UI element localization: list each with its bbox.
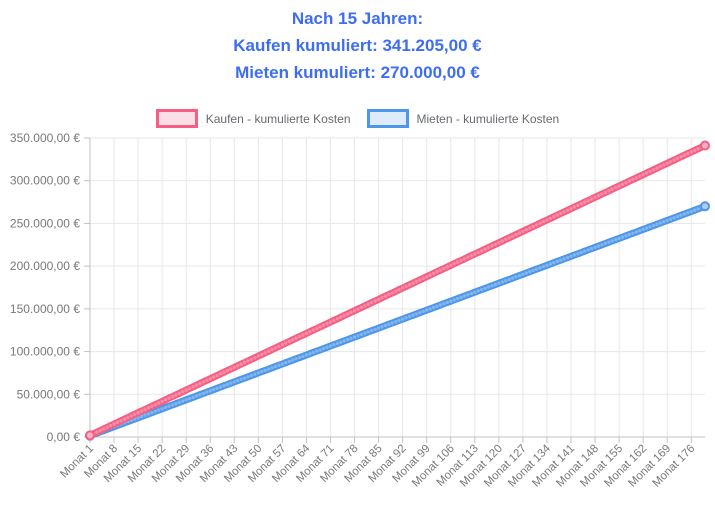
gridlines: [89, 137, 705, 438]
svg-text:100.000,00 €: 100.000,00 €: [10, 345, 80, 359]
kaufen-total: Kaufen kumuliert: 341.205,00 €: [233, 36, 482, 55]
series-kaufen: [85, 140, 710, 441]
y-axis: 0,00 € 50.000,00 € 100.000,00 € 150.000,00 …: [10, 131, 90, 444]
summary-title: Nach 15 Jahren:: [291, 9, 424, 28]
kaufen-swatch-icon: [155, 109, 198, 128]
legend-label-kaufen: Kaufen - kumulierte Kosten: [205, 111, 351, 126]
mieten-total: Mieten kumuliert: 270.000,00 €: [235, 63, 480, 82]
svg-text:200.000,00 €: 200.000,00 €: [10, 259, 80, 273]
chart-legend: Kaufen - kumulierte Kosten Mieten - kumu…: [0, 109, 715, 128]
svg-text:350.000,00 €: 350.000,00 €: [10, 131, 80, 145]
svg-text:50.000,00 €: 50.000,00 €: [17, 387, 81, 401]
svg-text:0,00 €: 0,00 €: [47, 430, 81, 444]
chart-summary: Nach 15 Jahren: Kaufen kumuliert: 341.20…: [0, 5, 715, 86]
legend-item-mieten[interactable]: Mieten - kumulierte Kosten: [366, 109, 560, 128]
series-mieten: [85, 201, 710, 441]
svg-text:250.000,00 €: 250.000,00 €: [10, 216, 80, 230]
svg-text:300.000,00 €: 300.000,00 €: [10, 174, 80, 188]
svg-text:150.000,00 €: 150.000,00 €: [10, 302, 80, 316]
legend-item-kaufen[interactable]: Kaufen - kumulierte Kosten: [155, 109, 351, 128]
mieten-swatch-icon: [366, 109, 409, 128]
legend-label-mieten: Mieten - kumulierte Kosten: [416, 111, 560, 126]
